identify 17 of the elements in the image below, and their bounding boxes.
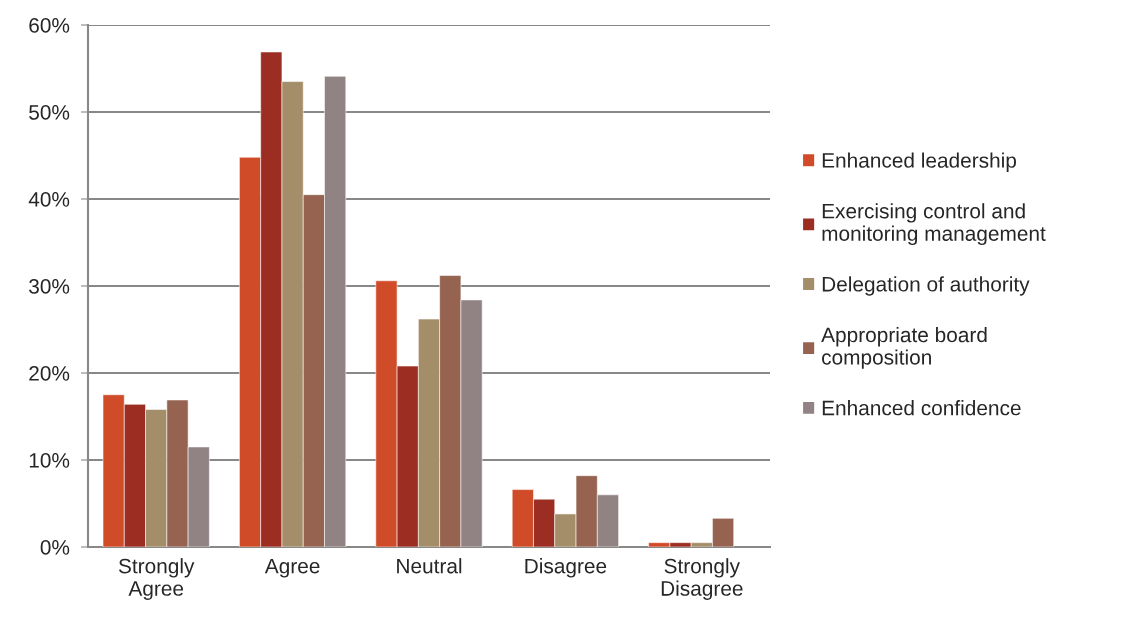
x-tick-label: Neutral — [397, 558, 462, 574]
legend-label: Enhanced leadership — [822, 152, 1017, 172]
x-tick-label: Strongly Disagree — [661, 558, 743, 600]
legend-label: Delegation of authority — [822, 276, 1030, 296]
y-tick-label: 50% — [29, 105, 70, 120]
x-tick-label: Disagree — [525, 558, 607, 578]
y-tick-label: 0% — [40, 540, 70, 555]
legend-label: Enhanced confidence — [822, 400, 1021, 416]
legend-label: Exercising control and monitoring management — [822, 203, 1046, 246]
y-tick-label: 60% — [29, 18, 70, 33]
x-tick-label: Strongly Agree — [118, 558, 195, 600]
legend-label: Appropriate board composition — [821, 326, 987, 369]
y-tick-label: 30% — [29, 279, 70, 294]
y-tick-label: 20% — [29, 366, 70, 381]
x-tick-label: Agree — [264, 558, 320, 578]
y-tick-label: 10% — [29, 453, 70, 468]
y-tick-label: 40% — [28, 192, 70, 207]
